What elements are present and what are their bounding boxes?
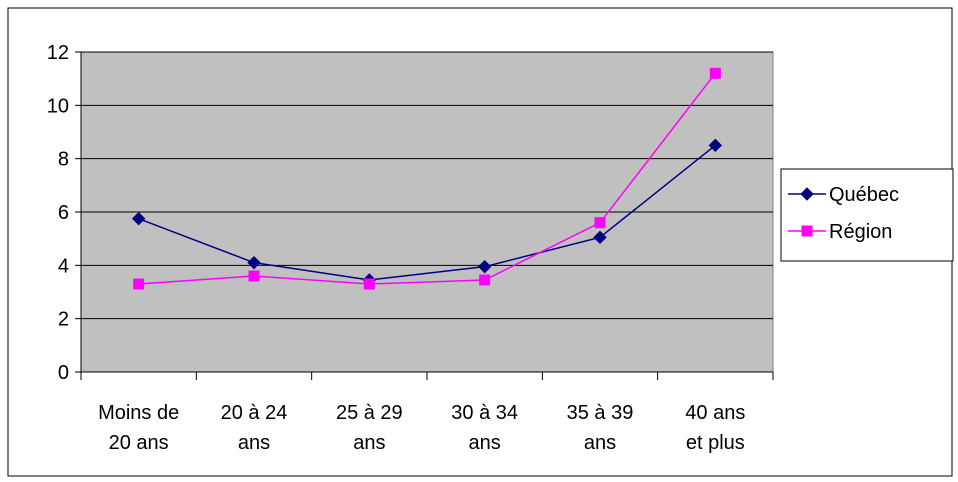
data-point — [709, 67, 721, 79]
y-tick-label: 2 — [58, 309, 69, 331]
x-tick-label-line: 30 à 34 — [451, 402, 518, 424]
data-point — [363, 278, 375, 290]
gridlines — [81, 51, 773, 320]
legend-label: Région — [829, 221, 892, 243]
x-tick-label: 40 ans et plus — [685, 402, 745, 454]
data-point — [131, 211, 146, 226]
legend-entry: Québec — [788, 184, 899, 206]
x-tick-label-line: 20 ans — [109, 432, 169, 454]
y-tick-label: 0 — [58, 362, 69, 384]
x-tick-label-line: Moins de — [98, 402, 179, 424]
x-tick-label-line: 20 à 24 — [221, 402, 288, 424]
legend-box — [780, 168, 954, 262]
data-point — [593, 230, 607, 245]
data-point — [477, 259, 492, 274]
x-tick-label-line: et plus — [686, 432, 745, 454]
y-tick-label: 6 — [58, 202, 69, 224]
x-tick-label: 30 à 34 ans — [451, 402, 518, 454]
series-line — [138, 72, 716, 285]
x-tick-label-line: ans — [584, 432, 616, 454]
x-tick-label: 35 à 39 ans — [567, 402, 634, 454]
legend-entry: Région — [788, 221, 892, 243]
y-tick-label: 10 — [47, 95, 69, 117]
series-1 — [133, 67, 721, 290]
y-tick-label: 8 — [58, 149, 69, 171]
data-point — [479, 274, 491, 286]
legend-label: Québec — [829, 184, 899, 206]
x-tick-label-line: ans — [238, 432, 270, 454]
x-tick-label: Moins de 20 ans — [98, 402, 179, 454]
x-tick-label: 20 à 24 ans — [221, 402, 288, 454]
data-point — [133, 278, 145, 290]
axes — [75, 51, 774, 380]
series-group — [131, 67, 723, 290]
series-0 — [131, 138, 723, 287]
x-tick-label-line: 40 ans — [685, 402, 745, 424]
data-point — [247, 255, 261, 270]
y-tick-labels: 0 2 4 6 8 10 12 — [47, 42, 69, 384]
x-tick-label-line: ans — [469, 432, 501, 454]
y-tick-label: 12 — [47, 42, 69, 64]
data-point — [594, 217, 606, 229]
data-point — [248, 270, 260, 282]
x-tick-label-line: ans — [353, 432, 385, 454]
legend: Québec Région — [780, 168, 954, 262]
y-tick-label: 4 — [58, 255, 69, 277]
legend-swatch-marker — [801, 225, 813, 237]
series-line — [138, 144, 716, 281]
legend-swatch-marker — [800, 187, 814, 201]
x-tick-label-line: 25 à 29 — [336, 402, 403, 424]
data-point — [708, 138, 723, 153]
x-tick-label-line: 35 à 39 — [567, 402, 634, 424]
x-tick-label: 25 à 29 ans — [336, 402, 403, 454]
